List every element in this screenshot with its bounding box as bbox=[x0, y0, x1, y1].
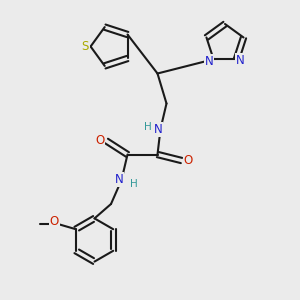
Text: N: N bbox=[154, 123, 163, 136]
Text: N: N bbox=[236, 54, 244, 67]
Text: S: S bbox=[82, 40, 89, 53]
Text: N: N bbox=[115, 173, 124, 186]
Text: O: O bbox=[50, 215, 59, 228]
Text: N: N bbox=[205, 55, 213, 68]
Text: H: H bbox=[130, 178, 138, 189]
Text: H: H bbox=[144, 122, 152, 132]
Text: O: O bbox=[184, 154, 193, 167]
Text: O: O bbox=[95, 134, 104, 148]
